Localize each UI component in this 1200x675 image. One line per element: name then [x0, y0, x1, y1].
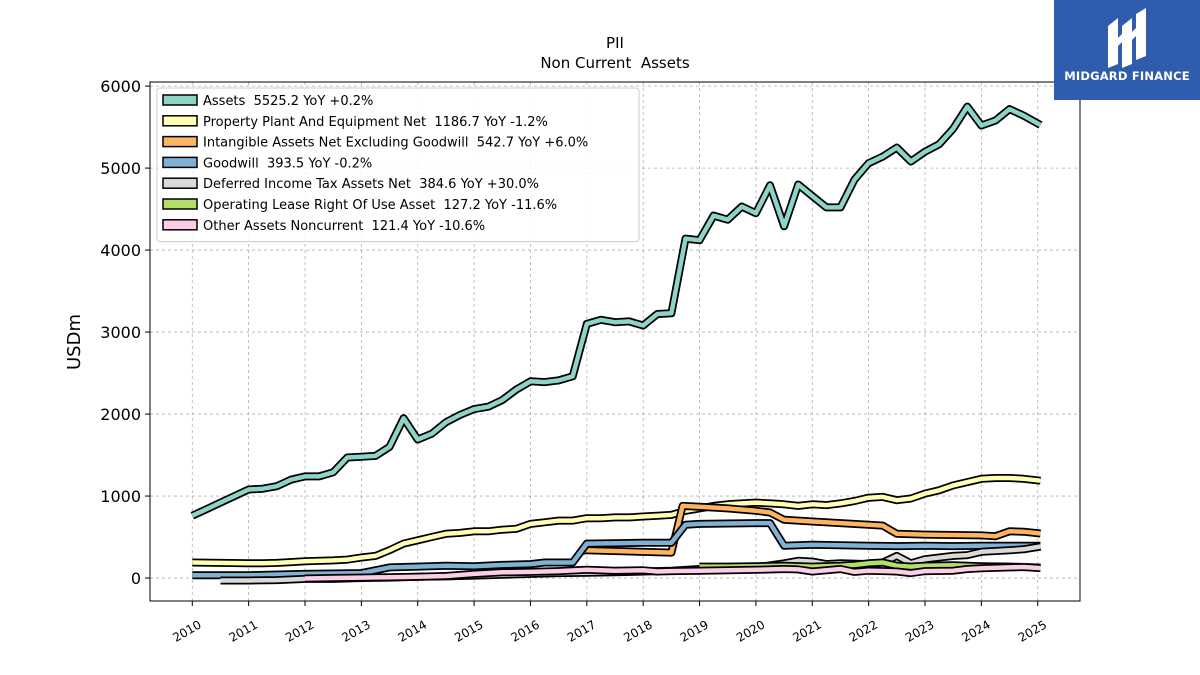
legend-label: Other Assets Noncurrent 121.4 YoY -10.6%: [203, 219, 485, 234]
legend-box: [156, 87, 640, 243]
legend-swatch: [162, 94, 198, 106]
series-line: [580, 503, 1041, 555]
legend-label: Property Plant And Equipment Net 1186.7 …: [203, 115, 548, 130]
series-line: [304, 564, 1041, 581]
y-axis-label: USDm: [64, 314, 85, 370]
midgard-logo-icon: [1108, 8, 1146, 68]
legend: Assets 5525.2 YoY +0.2% Property Plant An…: [156, 87, 640, 243]
chart-subtitle: Non Current Assets: [540, 54, 690, 72]
legend-label: Assets 5525.2 YoY +0.2%: [203, 94, 373, 109]
y-tick-label: 0: [131, 569, 141, 588]
plot-area: [149, 81, 1081, 602]
legend-swatch: [162, 177, 198, 189]
legend-swatch: [162, 198, 198, 210]
series-line: [192, 520, 1041, 578]
series-line: [191, 104, 1042, 518]
legend-swatch: [162, 135, 198, 148]
logo-text: MIDGARD FINANCE: [1064, 69, 1190, 83]
legend-swatch: [162, 219, 198, 231]
legend-label: Goodwill 393.5 YoY -0.2%: [203, 156, 372, 171]
legend-label: Intangible Assets Net Excluding Goodwill…: [203, 136, 588, 151]
series-line: [192, 475, 1041, 566]
brand-logo: MIDGARD FINANCE: [1054, 0, 1200, 100]
legend-swatch: [162, 156, 198, 169]
legend-label: Operating Lease Right Of Use Asset 127.2…: [203, 198, 557, 213]
y-axis: 0 1000 2000 3000 4000 5000 6000: [100, 77, 150, 588]
y-tick-label: 1000: [100, 487, 141, 506]
y-tick-label: 2000: [100, 405, 141, 424]
chart-title: PII: [606, 34, 624, 52]
legend-label: Deferred Income Tax Assets Net 384.6 YoY…: [203, 177, 539, 192]
y-tick-label: 5000: [100, 159, 141, 178]
y-tick-label: 6000: [100, 77, 141, 96]
y-tick-label: 4000: [100, 241, 141, 260]
legend-swatch: [162, 115, 198, 127]
series-lines: [190, 102, 1043, 585]
y-tick-label: 3000: [100, 323, 141, 342]
